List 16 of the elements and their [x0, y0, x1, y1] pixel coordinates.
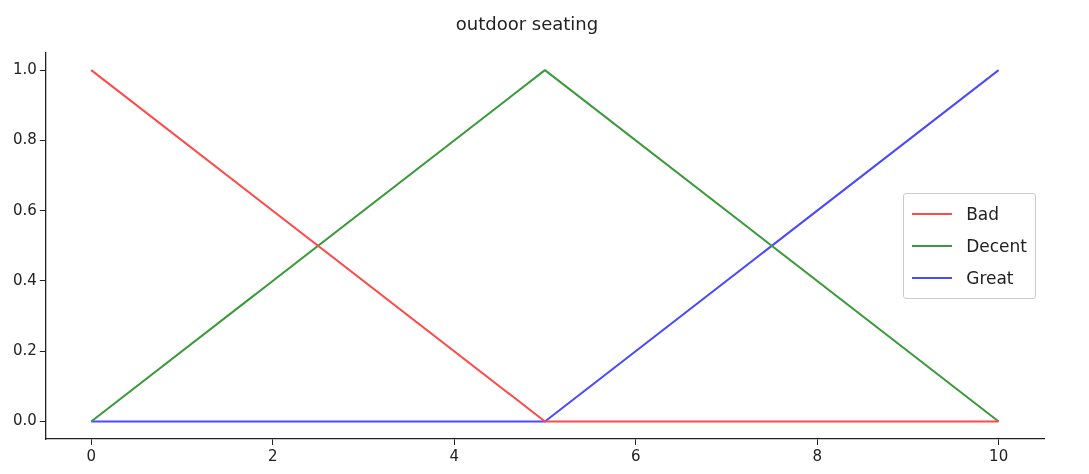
- x-tick-label: 10: [989, 446, 1009, 465]
- y-tick-label: 0.4: [13, 270, 37, 289]
- x-tick-label: 0: [86, 446, 96, 465]
- y-tick-label: 1.0: [13, 60, 37, 79]
- y-tick-label: 0.6: [13, 200, 37, 219]
- x-tick-label: 6: [630, 446, 641, 465]
- y-tick-label: 0.8: [13, 130, 37, 149]
- legend-label: Decent: [966, 235, 1027, 256]
- legend-label: Bad: [966, 203, 1000, 224]
- x-tick-label: 4: [449, 446, 459, 465]
- x-tick-label: 2: [267, 446, 278, 465]
- chart-title: outdoor seating: [455, 13, 599, 35]
- legend-label: Great: [966, 267, 1014, 288]
- y-tick-label: 0.2: [13, 341, 37, 360]
- x-tick-label: 8: [812, 446, 822, 465]
- y-tick-label: 0.0: [13, 411, 37, 430]
